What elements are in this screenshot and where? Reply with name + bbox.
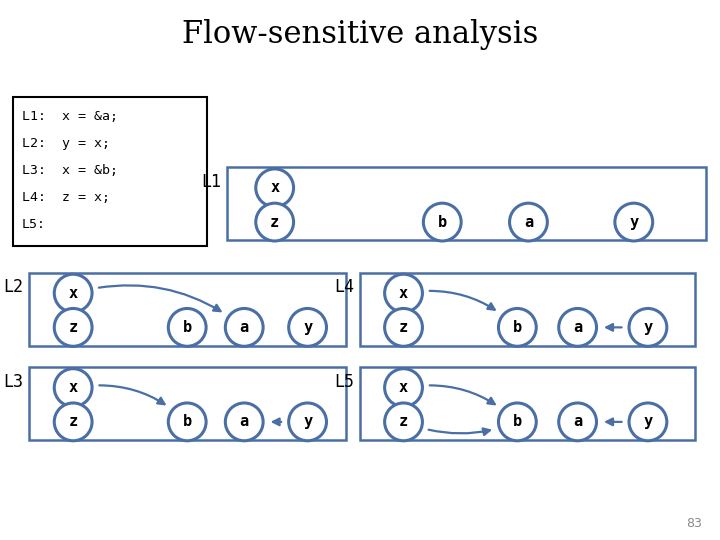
Text: z: z: [399, 414, 408, 429]
Bar: [360, 367, 695, 440]
Ellipse shape: [498, 403, 536, 441]
Text: L2:  y = x;: L2: y = x;: [22, 137, 109, 150]
Ellipse shape: [168, 403, 206, 441]
Text: a: a: [240, 414, 249, 429]
Text: b: b: [513, 320, 522, 335]
Ellipse shape: [54, 369, 92, 407]
FancyArrowPatch shape: [99, 285, 220, 311]
Text: L4:  z = x;: L4: z = x;: [22, 191, 109, 204]
Text: Flow-sensitive analysis: Flow-sensitive analysis: [182, 19, 538, 50]
Text: b: b: [183, 320, 192, 335]
Text: L3:  x = &b;: L3: x = &b;: [22, 164, 117, 177]
Text: L4: L4: [334, 278, 354, 296]
Text: y: y: [303, 320, 312, 335]
Ellipse shape: [54, 403, 92, 441]
Ellipse shape: [384, 308, 423, 346]
FancyArrowPatch shape: [430, 291, 495, 310]
Text: L1:  x = &a;: L1: x = &a;: [22, 110, 117, 123]
Ellipse shape: [289, 403, 326, 441]
Text: L1: L1: [201, 173, 221, 191]
Text: z: z: [68, 414, 78, 429]
Ellipse shape: [225, 308, 263, 346]
Text: L2: L2: [3, 278, 23, 296]
Bar: [29, 273, 346, 346]
Text: y: y: [303, 414, 312, 429]
Ellipse shape: [289, 308, 326, 346]
Ellipse shape: [629, 403, 667, 441]
Ellipse shape: [384, 403, 423, 441]
Ellipse shape: [559, 403, 596, 441]
Text: L5:: L5:: [22, 218, 45, 231]
FancyArrowPatch shape: [99, 386, 165, 404]
Text: x: x: [399, 286, 408, 301]
Bar: [29, 367, 346, 440]
Text: y: y: [644, 414, 652, 429]
Text: z: z: [399, 320, 408, 335]
Text: 83: 83: [686, 517, 702, 530]
Ellipse shape: [225, 403, 263, 441]
Text: x: x: [399, 380, 408, 395]
Bar: [360, 273, 695, 346]
Text: b: b: [513, 414, 522, 429]
Text: b: b: [438, 214, 447, 230]
Ellipse shape: [510, 203, 547, 241]
Bar: [227, 167, 706, 240]
Text: x: x: [68, 380, 78, 395]
Text: a: a: [240, 320, 249, 335]
FancyArrowPatch shape: [273, 418, 282, 425]
Text: z: z: [270, 214, 279, 230]
Text: x: x: [68, 286, 78, 301]
Text: a: a: [573, 320, 582, 335]
Text: z: z: [68, 320, 78, 335]
Text: L3: L3: [3, 373, 23, 390]
Ellipse shape: [384, 369, 423, 407]
FancyArrowPatch shape: [430, 386, 495, 404]
Ellipse shape: [168, 308, 206, 346]
Text: b: b: [183, 414, 192, 429]
Text: y: y: [629, 214, 639, 230]
Ellipse shape: [54, 308, 92, 346]
FancyArrowPatch shape: [606, 418, 621, 425]
Ellipse shape: [384, 274, 423, 312]
Text: L5: L5: [334, 373, 354, 390]
Ellipse shape: [423, 203, 461, 241]
Ellipse shape: [629, 308, 667, 346]
FancyArrowPatch shape: [606, 324, 621, 330]
Text: a: a: [524, 214, 533, 230]
Bar: [13, 97, 207, 246]
Ellipse shape: [559, 308, 596, 346]
Ellipse shape: [615, 203, 652, 241]
Ellipse shape: [498, 308, 536, 346]
Ellipse shape: [256, 169, 294, 207]
Text: y: y: [644, 320, 652, 335]
Text: x: x: [270, 180, 279, 195]
Ellipse shape: [256, 203, 294, 241]
Ellipse shape: [54, 274, 92, 312]
Text: a: a: [573, 414, 582, 429]
FancyArrowPatch shape: [428, 428, 490, 435]
